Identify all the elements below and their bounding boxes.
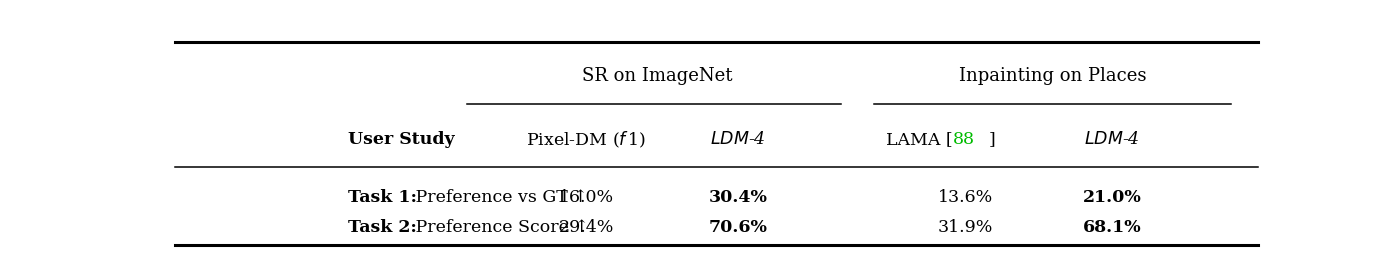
Text: 16.0%: 16.0% xyxy=(559,189,614,206)
Text: $\mathit{LDM}$-4: $\mathit{LDM}$-4 xyxy=(1083,131,1139,148)
Text: User Study: User Study xyxy=(348,131,454,148)
Text: 29.4%: 29.4% xyxy=(559,219,614,236)
Text: SR on ImageNet: SR on ImageNet xyxy=(582,67,733,85)
Text: Task 1:: Task 1: xyxy=(348,189,417,206)
Text: LAMA [88]: LAMA [88] xyxy=(918,131,1014,148)
Text: Preference Score ↑: Preference Score ↑ xyxy=(410,219,589,236)
Text: Inpainting on Places: Inpainting on Places xyxy=(959,67,1146,85)
Text: 31.9%: 31.9% xyxy=(938,219,994,236)
Text: Pixel-DM ($f\,$1): Pixel-DM ($f\,$1) xyxy=(527,129,646,150)
Text: 21.0%: 21.0% xyxy=(1082,189,1141,206)
Text: Preference vs GT ↑: Preference vs GT ↑ xyxy=(410,189,587,206)
Text: ]: ] xyxy=(988,131,995,148)
Text: 70.6%: 70.6% xyxy=(709,219,768,236)
Text: 88: 88 xyxy=(952,131,974,148)
Text: $\mathit{LDM}$-4: $\mathit{LDM}$-4 xyxy=(710,131,766,148)
Text: Task 2:: Task 2: xyxy=(348,219,417,236)
Text: 13.6%: 13.6% xyxy=(938,189,994,206)
Text: 30.4%: 30.4% xyxy=(709,189,768,206)
Text: LAMA [: LAMA [ xyxy=(886,131,952,148)
Text: 68.1%: 68.1% xyxy=(1082,219,1141,236)
